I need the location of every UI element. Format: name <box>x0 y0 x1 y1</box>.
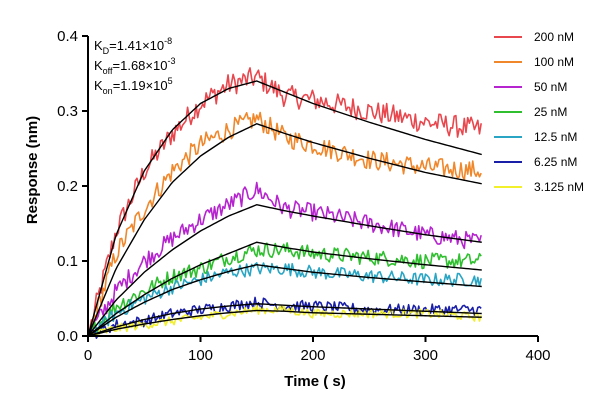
legend-item: 12.5 nM <box>494 130 577 144</box>
plot-area <box>87 67 482 339</box>
legend-label: 25 nM <box>534 105 567 119</box>
fit-curve <box>87 80 482 337</box>
series-trace <box>87 304 482 337</box>
legend-item: 100 nM <box>494 55 574 69</box>
legend-label: 12.5 nM <box>534 130 577 144</box>
x-tick-label: 200 <box>300 347 325 364</box>
y-tick-label: 0.0 <box>57 328 78 345</box>
series-125nM <box>87 262 482 337</box>
legend: 200 nM 100 nM 50 nM 25 nM 12.5 nM 6.25 nM 3.12… <box>494 30 584 194</box>
legend-item: 6.25 nM <box>494 155 577 169</box>
legend-item: 3.125 nM <box>494 180 584 194</box>
x-tick-label: 100 <box>188 347 213 364</box>
fit-curve <box>87 204 482 337</box>
legend-label: 6.25 nM <box>534 155 577 169</box>
series-625nM <box>87 296 482 339</box>
y-tick-label: 0.4 <box>57 28 78 45</box>
y-tick-label: 0.2 <box>57 178 78 195</box>
x-tick-label: 300 <box>413 347 438 364</box>
kinetic-constant-off: Koff=1.68×10-3 <box>94 56 175 76</box>
series-trace <box>87 296 482 339</box>
legend-label: 100 nM <box>534 55 574 69</box>
legend-item: 50 nM <box>494 80 567 94</box>
fit-curve <box>87 264 482 337</box>
x-axis-label: Time ( s) <box>284 373 345 390</box>
fit-curve <box>87 309 482 337</box>
series-100nM <box>87 111 482 337</box>
fit-curve <box>87 241 482 337</box>
y-tick-label: 0.3 <box>57 103 78 120</box>
fit-curve <box>87 303 482 337</box>
series-trace <box>87 262 482 337</box>
kinetic-constant-d: KD=1.41×10-8 <box>94 36 172 56</box>
y-tick-label: 0.1 <box>57 253 78 270</box>
legend-item: 200 nM <box>494 30 574 44</box>
series-trace <box>87 181 482 337</box>
fit-curve <box>87 122 482 337</box>
legend-label: 50 nM <box>534 80 567 94</box>
series-3125nM <box>87 304 482 337</box>
legend-label: 3.125 nM <box>534 180 584 194</box>
legend-label: 200 nM <box>534 30 574 44</box>
series-trace <box>87 111 482 337</box>
kinetic-constant-on: Kon=1.19×105 <box>94 76 173 96</box>
series-50nM <box>87 181 482 337</box>
y-axis-label: Response (nm) <box>24 116 41 224</box>
x-tick-label: 0 <box>84 347 92 364</box>
x-tick-label: 400 <box>525 347 550 364</box>
axes: 0.0 0.1 0.2 0.3 0.4 0 100 200 300 400 <box>57 28 550 364</box>
legend-item: 25 nM <box>494 105 567 119</box>
